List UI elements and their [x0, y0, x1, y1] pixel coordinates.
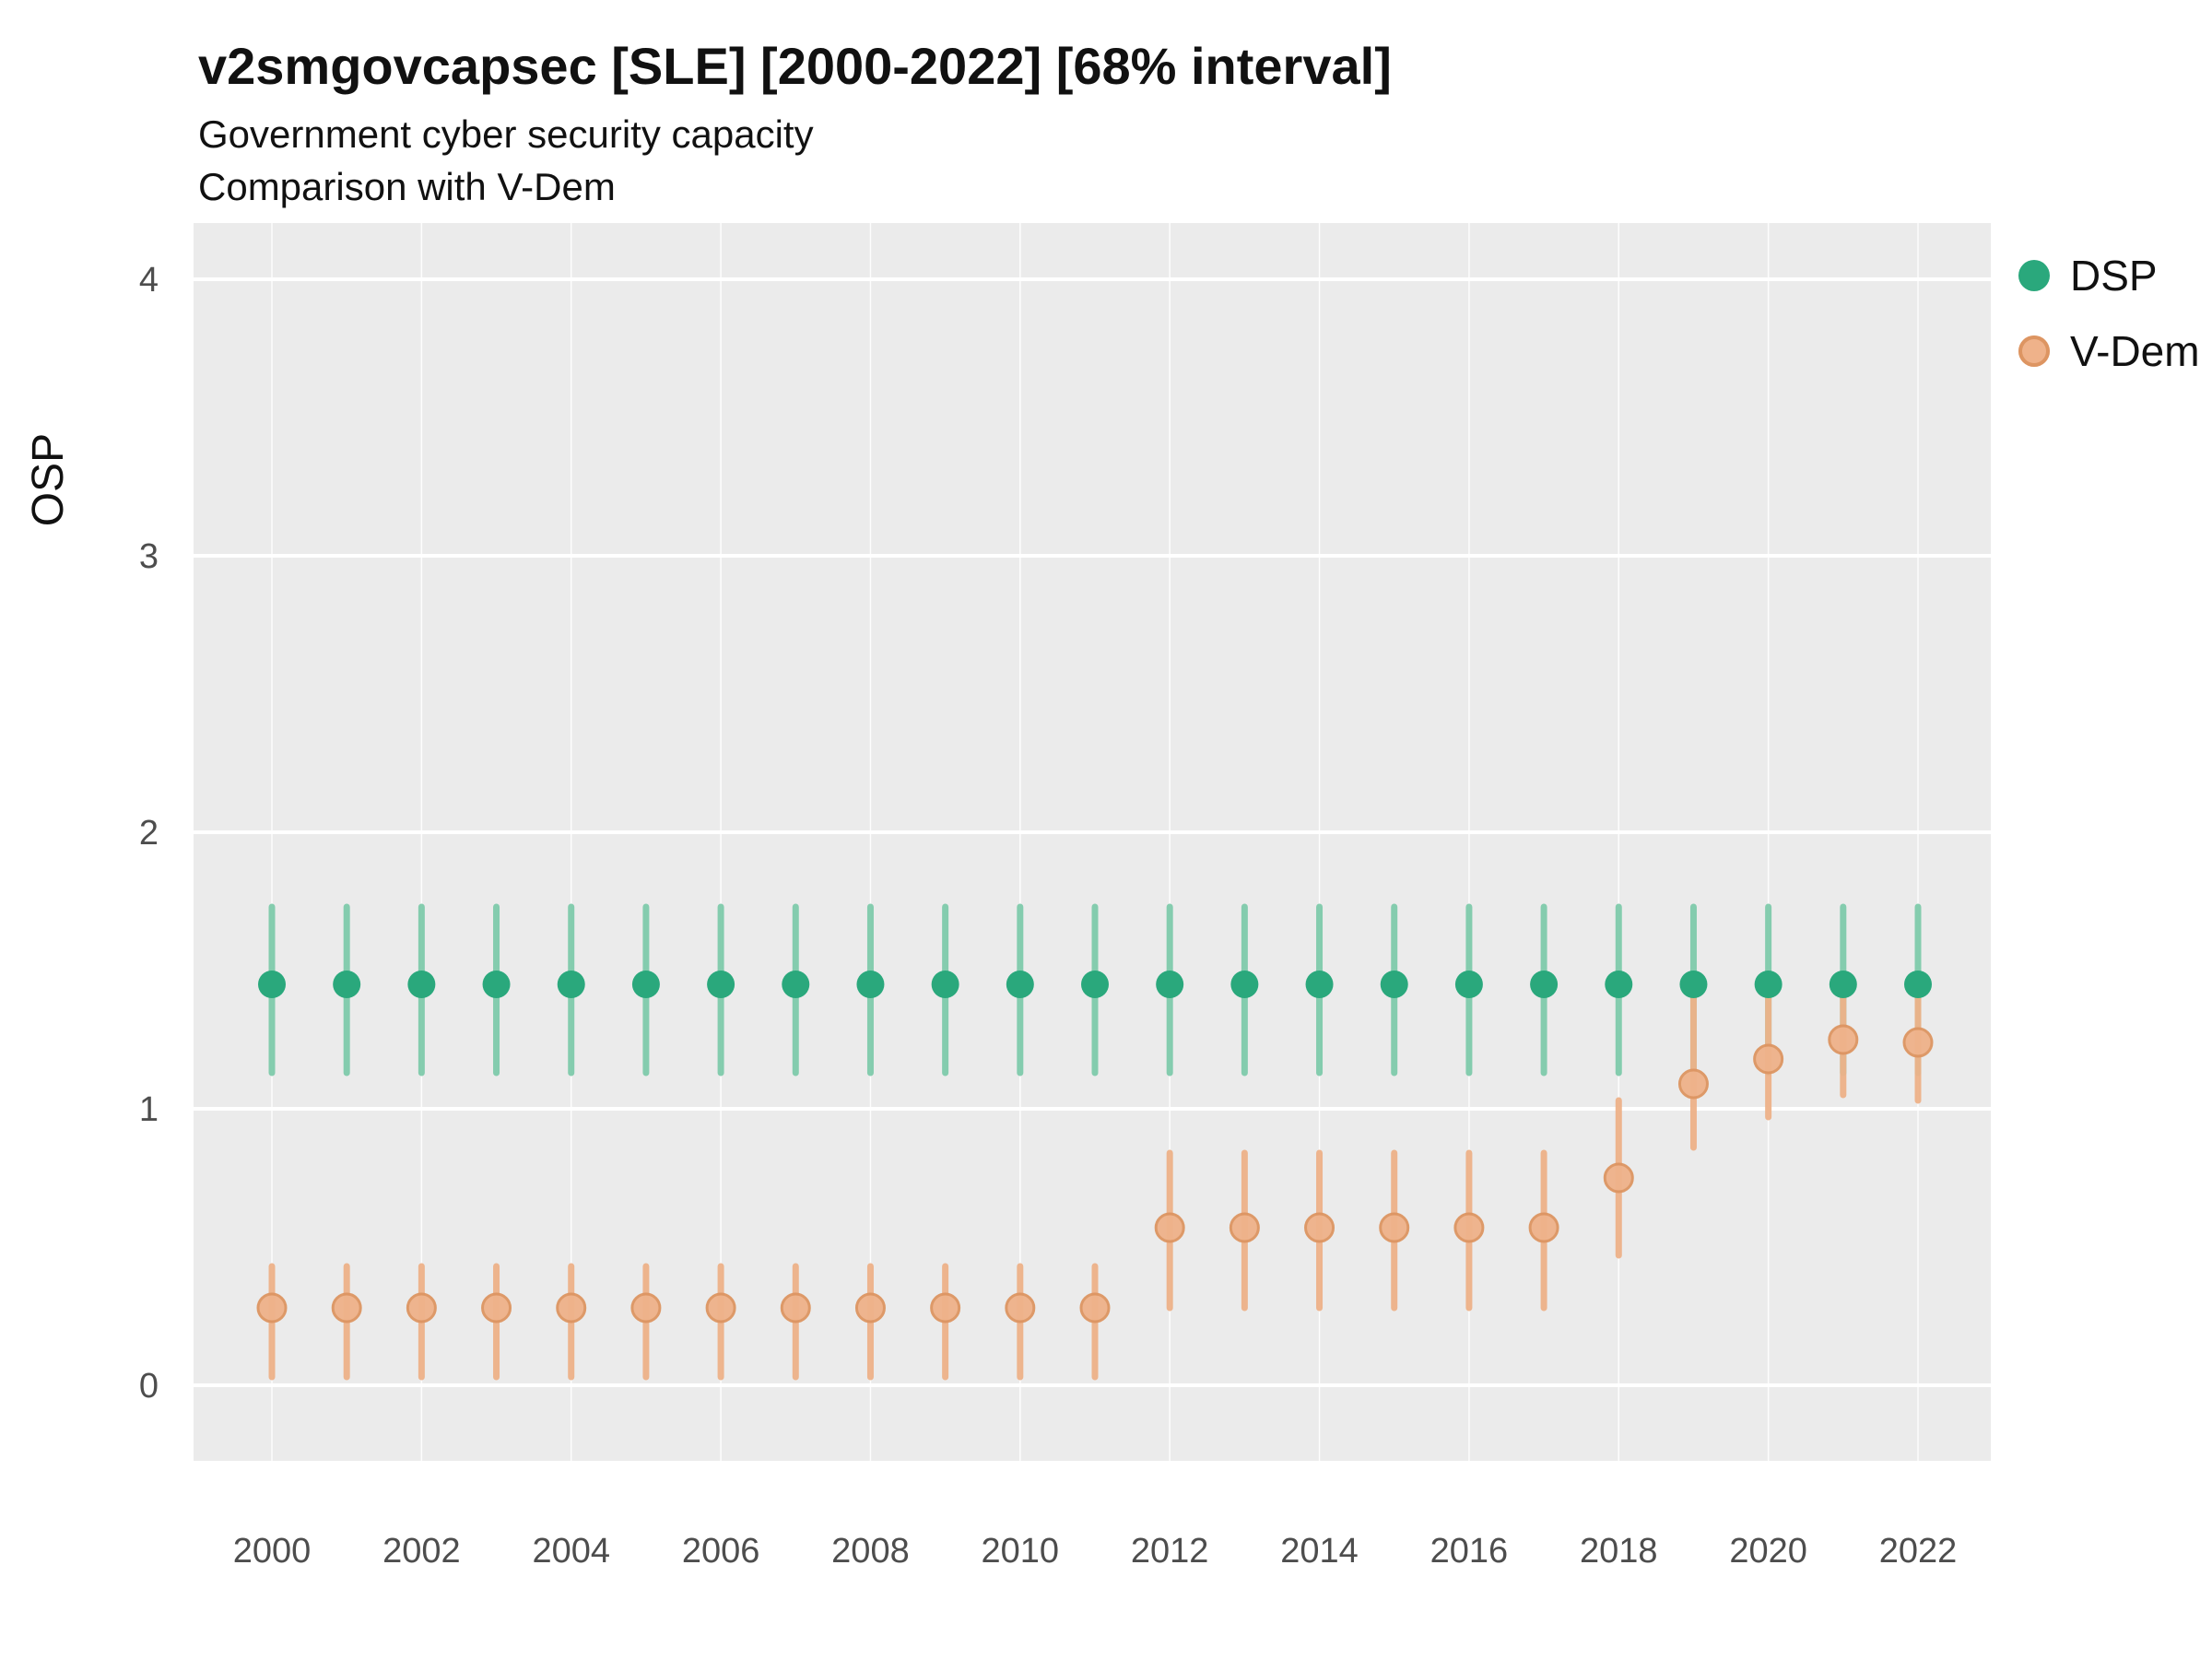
- vdem-point: [256, 1292, 288, 1324]
- vdem-point: [780, 1292, 811, 1324]
- x-tick-label: 2016: [1430, 1532, 1509, 1571]
- vdem-point: [1304, 1212, 1335, 1243]
- dsp-point: [407, 971, 436, 998]
- vdem-point: [1453, 1212, 1485, 1243]
- vdem-point: [1005, 1292, 1036, 1324]
- dsp-point: [1754, 971, 1783, 998]
- vdem-point: [1229, 1212, 1260, 1243]
- x-tick-label: 2000: [233, 1532, 312, 1571]
- dsp-point: [1829, 971, 1857, 998]
- x-tick-label: 2004: [532, 1532, 610, 1571]
- vdem-point: [1154, 1212, 1185, 1243]
- y-tick-labels: 0 1 2 3 4: [139, 261, 159, 1406]
- vdem-point: [630, 1292, 662, 1324]
- dsp-point: [482, 971, 511, 998]
- legend-item-dsp: DSP: [2018, 251, 2200, 300]
- dsp-point: [557, 971, 585, 998]
- dsp-point: [1156, 971, 1184, 998]
- y-tick-label: 4: [139, 261, 159, 300]
- vdem-point: [556, 1292, 587, 1324]
- x-tick-label: 2002: [382, 1532, 461, 1571]
- x-tick-label: 2020: [1729, 1532, 1807, 1571]
- vdem-point: [705, 1292, 736, 1324]
- dsp-point: [1904, 971, 1932, 998]
- dsp-point: [856, 971, 885, 998]
- dsp-point: [1230, 971, 1259, 998]
- dsp-point: [1380, 971, 1408, 998]
- chart-title: v2smgovcapsec [SLE] [2000-2022] [68% int…: [198, 37, 1392, 95]
- x-tick-labels: 2000 2002 2004 2006 2008 2010 2012 2014 2016 2018…: [233, 1532, 1958, 1571]
- data-points: [256, 971, 1934, 1324]
- dsp-point: [1305, 971, 1334, 998]
- dsp-point: [333, 971, 361, 998]
- vdem-point: [331, 1292, 362, 1324]
- y-tick-label: 3: [139, 537, 159, 576]
- vdem-point: [1902, 1027, 1934, 1058]
- x-tick-label: 2010: [982, 1532, 1060, 1571]
- dsp-point: [707, 971, 735, 998]
- vdem-point: [1528, 1212, 1559, 1243]
- dsp-legend-swatch-icon: [2018, 260, 2050, 291]
- vdem-point: [1828, 1024, 1859, 1055]
- x-tick-label: 2008: [831, 1532, 910, 1571]
- x-tick-label: 2006: [682, 1532, 760, 1571]
- dsp-point: [1454, 971, 1483, 998]
- vdem-point: [854, 1292, 886, 1324]
- x-tick-label: 2012: [1131, 1532, 1209, 1571]
- dsp-point: [1605, 971, 1633, 998]
- vdem-point: [930, 1292, 961, 1324]
- dsp-point: [631, 971, 660, 998]
- x-tick-label: 2014: [1280, 1532, 1359, 1571]
- dsp-point: [258, 971, 286, 998]
- y-tick-label: 0: [139, 1367, 159, 1406]
- dsp-point: [1679, 971, 1708, 998]
- dsp-point: [931, 971, 959, 998]
- vdem-point: [406, 1292, 437, 1324]
- y-tick-label: 1: [139, 1090, 159, 1129]
- plot-panel: [194, 223, 1991, 1461]
- legend-label-dsp: DSP: [2070, 252, 2158, 300]
- dsp-point: [1081, 971, 1109, 998]
- vdem-point: [481, 1292, 512, 1324]
- dsp-point: [1006, 971, 1034, 998]
- y-tick-label: 2: [139, 814, 159, 853]
- dsp-point: [1530, 971, 1559, 998]
- chart-subtitle-line2: Comparison with V-Dem: [198, 165, 616, 209]
- vdem-point: [1079, 1292, 1111, 1324]
- vdem-point: [1379, 1212, 1410, 1243]
- dsp-point: [782, 971, 810, 998]
- legend-label-vdem: V-Dem: [2070, 327, 2200, 375]
- vdem-point: [1753, 1043, 1784, 1075]
- title-block: v2smgovcapsec [SLE] [2000-2022] [68% int…: [198, 37, 1392, 214]
- vdem-legend-swatch-icon: [2018, 335, 2050, 367]
- x-tick-label: 2022: [1879, 1532, 1958, 1571]
- vdem-point: [1677, 1068, 1709, 1100]
- legend: DSP V-Dem: [2018, 251, 2200, 402]
- legend-item-vdem: V-Dem: [2018, 326, 2200, 376]
- chart-subtitle-line1: Government cyber security capacity: [198, 112, 814, 157]
- vdem-point: [1603, 1162, 1634, 1194]
- x-tick-label: 2018: [1580, 1532, 1658, 1571]
